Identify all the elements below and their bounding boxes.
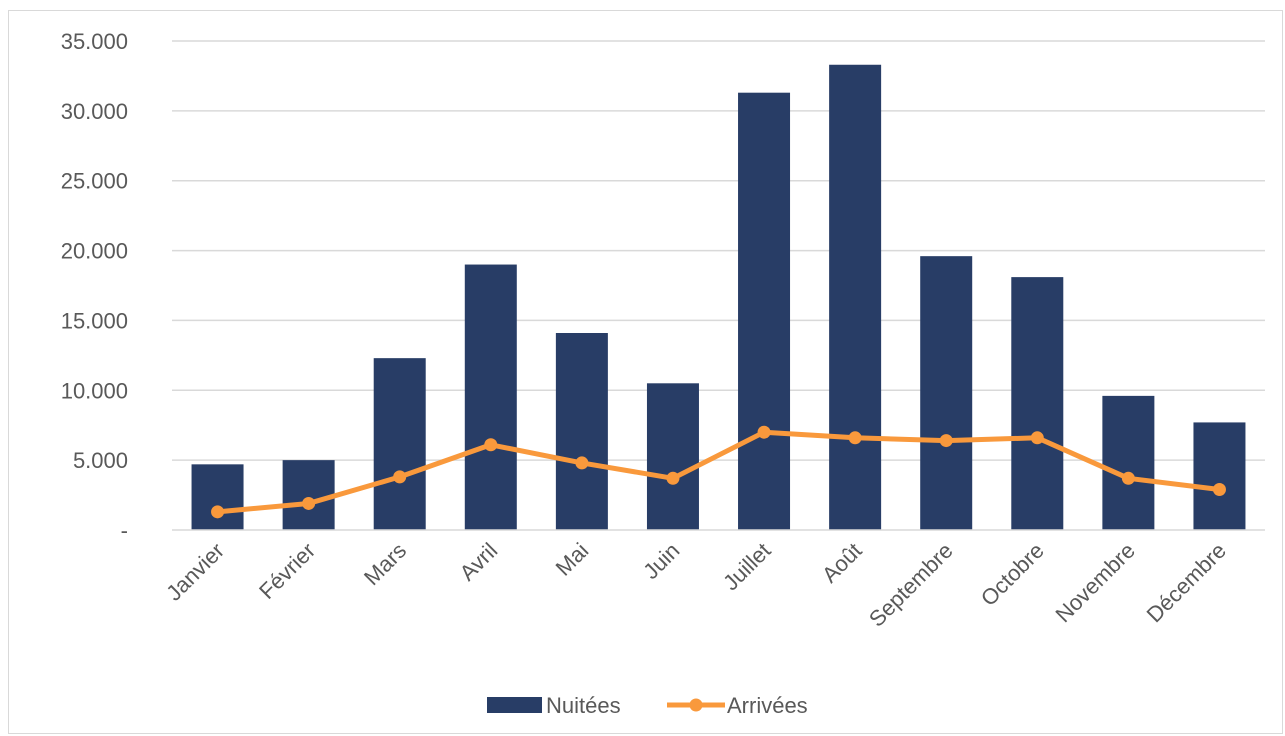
bar-février	[282, 460, 335, 530]
bar-octobre	[1011, 277, 1064, 530]
gridlines	[172, 40, 1265, 461]
legend-label-nuitees: Nuitées	[546, 693, 621, 718]
point-juillet	[757, 425, 771, 439]
x-tick-label: Juillet	[718, 538, 775, 595]
point-octobre	[1030, 431, 1044, 445]
point-juin	[666, 471, 680, 485]
point-avril	[484, 438, 498, 452]
bar-décembre	[1193, 422, 1246, 530]
point-février	[302, 496, 316, 510]
bar-mai	[555, 333, 608, 530]
x-axis-ticks: Janvier Février Mars Avril Mai Juin Juillet Aoû…	[161, 538, 1231, 632]
x-tick-label: Mai	[551, 538, 594, 581]
point-novembre	[1121, 471, 1135, 485]
legend-marker-arrivees	[689, 698, 703, 712]
y-tick-label: -	[121, 518, 128, 543]
x-tick-label: Mars	[359, 538, 411, 590]
x-tick-label: Août	[817, 538, 867, 588]
x-tick-label: Janvier	[161, 538, 229, 606]
bar-juillet	[738, 92, 791, 531]
y-tick-label: 35.000	[61, 29, 128, 54]
y-axis-ticks: - 5.000 10.000 15.000 20.000 25.000 30.000 35.0…	[61, 29, 128, 543]
legend-label-arrivees: Arrivées	[727, 693, 808, 718]
legend-swatch-nuitees	[487, 697, 542, 713]
x-tick-label: Octobre	[976, 538, 1049, 611]
bar-mars	[373, 358, 426, 530]
point-mai	[575, 456, 589, 470]
y-tick-label: 10.000	[61, 378, 128, 403]
legend: Nuitées Arrivées	[487, 693, 808, 718]
y-tick-label: 20.000	[61, 239, 128, 264]
x-tick-label: Décembre	[1142, 538, 1231, 627]
y-tick-label: 15.000	[61, 308, 128, 333]
line-series	[211, 425, 1226, 519]
point-décembre	[1212, 482, 1226, 496]
chart-frame	[8, 10, 1283, 734]
x-tick-label: Avril	[455, 538, 503, 586]
x-tick-label: Février	[254, 538, 320, 604]
point-mars	[393, 470, 407, 484]
point-septembre	[939, 434, 953, 448]
bar-septembre	[920, 256, 973, 530]
x-tick-label: Novembre	[1050, 538, 1139, 627]
y-tick-label: 5.000	[73, 448, 128, 473]
y-tick-label: 25.000	[61, 169, 128, 194]
point-août	[848, 431, 862, 445]
bars	[191, 64, 1246, 531]
x-tick-label: Juin	[638, 538, 684, 584]
x-tick-label: Septembre	[864, 538, 958, 632]
bar-août	[829, 64, 882, 530]
bar-janvier	[191, 464, 244, 530]
bar-novembre	[1102, 395, 1155, 530]
y-tick-label: 30.000	[61, 99, 128, 124]
bar-juin	[646, 383, 699, 530]
line-arrivees	[215, 429, 1222, 515]
point-janvier	[211, 505, 225, 519]
bar-avril	[464, 264, 517, 530]
